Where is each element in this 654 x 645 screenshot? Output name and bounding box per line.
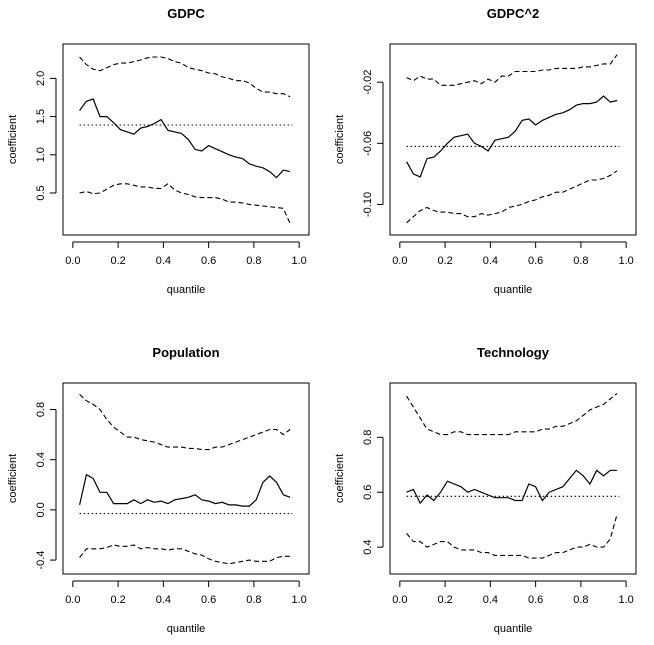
- upper-band-line: [79, 56, 291, 98]
- chart-panel-2: GDPC^2 0.0 0.2 0.4 0.6 0.8 1.0 quantile -0.10 -0.…: [334, 6, 637, 296]
- x-tick-label: 0.8: [573, 255, 588, 267]
- x-tick-label: 0.8: [246, 594, 261, 606]
- plot-frame: [62, 382, 310, 575]
- x-tick-label: 1.0: [619, 594, 634, 606]
- plot-frame: [389, 382, 637, 575]
- x-tick-label: 0.4: [156, 255, 171, 267]
- y-tick-label: 0.5: [35, 185, 47, 200]
- chart-title: GDPC^2: [487, 6, 539, 21]
- y-tick-label: -0.02: [362, 70, 374, 95]
- lower-band-line: [406, 514, 618, 559]
- y-tick-label: -0.06: [362, 131, 374, 156]
- x-tick-label: 0.4: [156, 594, 171, 606]
- x-tick-label: 0.6: [528, 255, 543, 267]
- x-tick-label: 1.0: [292, 594, 307, 606]
- x-tick-label: 0.2: [110, 594, 125, 606]
- y-axis-label: coefficient: [334, 115, 346, 164]
- y-tick-label: 0.8: [362, 430, 374, 445]
- y-tick-label: -0.10: [362, 192, 374, 217]
- y-tick-label: 0.6: [362, 485, 374, 500]
- chart-panel-3: Population 0.0 0.2 0.4 0.6 0.8 1.0 quantile -0.4…: [7, 345, 310, 635]
- y-tick-label: -0.4: [35, 551, 47, 570]
- estimate-line: [406, 469, 618, 505]
- x-tick-label: 0.8: [246, 255, 261, 267]
- plot-frame: [62, 43, 310, 236]
- x-tick-label: 0.0: [392, 255, 407, 267]
- x-axis-label: quantile: [494, 623, 533, 635]
- x-tick-label: 0.2: [437, 255, 452, 267]
- y-axis-label: coefficient: [7, 115, 19, 164]
- estimate-line: [406, 95, 618, 178]
- estimate-line: [79, 473, 291, 507]
- upper-band-line: [79, 393, 291, 451]
- plot-frame: [389, 43, 637, 236]
- lower-band-line: [406, 170, 618, 224]
- x-tick-label: 1.0: [292, 255, 307, 267]
- y-tick-label: 1.5: [35, 109, 47, 124]
- chart-panel-4: Technology 0.0 0.2 0.4 0.6 0.8 1.0 quantile 0.4 0…: [334, 345, 637, 635]
- upper-band-line: [406, 392, 618, 436]
- y-tick-label: 2.0: [35, 71, 47, 86]
- chart-title: Population: [152, 345, 219, 360]
- upper-band-line: [406, 54, 618, 86]
- x-tick-label: 0.2: [437, 594, 452, 606]
- x-tick-label: 0.6: [201, 594, 216, 606]
- y-tick-label: 0.0: [35, 502, 47, 517]
- lower-band-line: [79, 183, 291, 224]
- y-axis-label: coefficient: [334, 454, 346, 503]
- x-tick-label: 0.0: [65, 594, 80, 606]
- x-tick-label: 0.4: [483, 255, 498, 267]
- chart-panel-1: GDPC 0.0 0.2 0.4 0.6 0.8 1.0 quantile 0.5 1.0 1.5 2…: [7, 6, 310, 296]
- y-axis-label: coefficient: [7, 454, 19, 503]
- y-tick-label: 1.0: [35, 147, 47, 162]
- y-tick-label: 0.8: [35, 402, 47, 417]
- x-tick-label: 0.6: [201, 255, 216, 267]
- lower-band-line: [79, 544, 291, 565]
- x-tick-label: 0.6: [528, 594, 543, 606]
- y-tick-label: 0.4: [35, 452, 47, 467]
- x-axis-label: quantile: [494, 284, 533, 296]
- x-tick-label: 0.0: [392, 594, 407, 606]
- chart-title: GDPC: [167, 6, 205, 21]
- x-tick-label: 0.8: [573, 594, 588, 606]
- estimate-line: [79, 98, 291, 179]
- chart-title: Technology: [477, 345, 550, 360]
- x-tick-label: 0.2: [110, 255, 125, 267]
- y-tick-label: 0.4: [362, 539, 374, 554]
- x-tick-label: 1.0: [619, 255, 634, 267]
- x-axis-label: quantile: [167, 623, 206, 635]
- x-tick-label: 0.0: [65, 255, 80, 267]
- x-tick-label: 0.4: [483, 594, 498, 606]
- x-axis-label: quantile: [167, 284, 206, 296]
